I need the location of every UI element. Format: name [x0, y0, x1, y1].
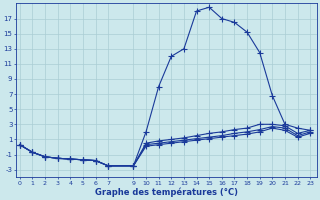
X-axis label: Graphe des températures (°C): Graphe des températures (°C)	[95, 187, 238, 197]
